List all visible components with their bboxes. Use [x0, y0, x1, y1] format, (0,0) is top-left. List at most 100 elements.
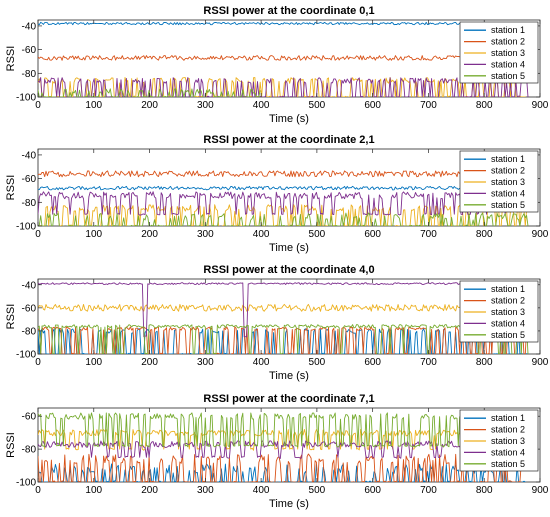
x-tick-label: 300: [197, 229, 214, 240]
series-line-5: [38, 212, 529, 226]
x-tick-label: 600: [364, 100, 381, 111]
x-tick-label: 100: [85, 485, 102, 496]
y-tick-label: -80: [22, 198, 37, 209]
y-tick-label: -80: [22, 326, 37, 337]
x-tick-label: 300: [197, 485, 214, 496]
legend-entry: station 2: [491, 425, 525, 435]
chart-title: RSSI power at the coordinate 4,0: [203, 264, 374, 276]
x-tick-label: 100: [85, 100, 102, 111]
x-tick-label: 800: [476, 100, 493, 111]
legend-entry: station 2: [491, 166, 525, 176]
x-tick-label: 300: [197, 357, 214, 368]
series-lines: [38, 282, 529, 354]
y-axis-label: RSSI: [5, 432, 17, 458]
x-tick-label: 500: [309, 100, 326, 111]
y-tick-label: -40: [22, 21, 37, 32]
legend-entry: station 3: [491, 307, 525, 317]
legend-entry: station 3: [491, 436, 525, 446]
series-line-3: [38, 303, 529, 312]
legend-entry: station 4: [491, 318, 525, 328]
legend-entry: station 2: [491, 37, 525, 47]
x-tick-label: 400: [253, 229, 270, 240]
x-tick-label: 800: [476, 485, 493, 496]
y-tick-label: -40: [22, 280, 37, 291]
legend-entry: station 3: [491, 48, 525, 58]
legend-entry: station 4: [491, 188, 525, 198]
series-line-1: [38, 21, 529, 26]
y-tick-label: -60: [22, 174, 37, 185]
chart-title: RSSI power at the coordinate 7,1: [203, 393, 374, 405]
x-tick-label: 200: [141, 100, 158, 111]
legend-entry: station 1: [491, 154, 525, 164]
chart-panel-3: RSSI power at the coordinate 4,0 -100 -80 -…: [5, 264, 549, 382]
x-tick-label: 100: [85, 229, 102, 240]
x-tick-label: 200: [141, 357, 158, 368]
y-tick-label: -60: [22, 45, 37, 56]
legend-entry: station 1: [491, 413, 525, 423]
x-tick-label: 800: [476, 229, 493, 240]
series-line-5: [38, 88, 261, 97]
x-tick-label: 100: [85, 357, 102, 368]
chart-panel-4: RSSI power at the coordinate 7,1 -100 -80 -…: [5, 393, 549, 510]
series-line-1: [38, 185, 529, 191]
series-line-4: [38, 191, 529, 216]
x-tick-label: 500: [309, 357, 326, 368]
series-line-4: [38, 440, 529, 459]
y-axis-label: RSSI: [5, 175, 17, 201]
x-tick-label: 0: [35, 357, 41, 368]
legend-entry: station 5: [491, 71, 525, 81]
legend-entry: station 4: [491, 59, 525, 69]
legend-entry: station 5: [491, 459, 525, 469]
x-tick-label: 700: [420, 229, 437, 240]
series-line-2: [38, 170, 529, 178]
x-tick-label: 700: [420, 357, 437, 368]
legend-entry: station 3: [491, 177, 525, 187]
x-tick-label: 0: [35, 229, 41, 240]
x-tick-label: 900: [532, 357, 549, 368]
chart-panel-1: RSSI power at the coordinate 0,1 -100 -80 -…: [5, 5, 549, 125]
chart-panel-2: RSSI power at the coordinate 2,1 -100 -80 -…: [5, 134, 549, 254]
x-tick-label: 900: [532, 100, 549, 111]
x-tick-label: 200: [141, 229, 158, 240]
y-axis-label: RSSI: [5, 304, 17, 330]
series-line-4: [38, 282, 529, 338]
x-tick-label: 600: [364, 357, 381, 368]
y-axis-label: RSSI: [5, 46, 17, 72]
y-tick-label: -100: [16, 222, 36, 233]
x-tick-label: 400: [253, 100, 270, 111]
series-line-3: [38, 428, 529, 451]
legend-entry: station 4: [491, 447, 525, 457]
y-tick-label: -80: [22, 445, 37, 456]
x-tick-label: 900: [532, 485, 549, 496]
y-tick-label: -60: [22, 412, 37, 423]
y-tick-label: -40: [22, 150, 37, 161]
x-tick-label: 500: [309, 485, 326, 496]
series-line-5: [38, 324, 529, 354]
legend-entry: station 5: [491, 200, 525, 210]
x-tick-label: 700: [420, 100, 437, 111]
series-line-1: [38, 463, 528, 482]
y-tick-label: -80: [22, 69, 37, 80]
x-tick-label: 300: [197, 100, 214, 111]
x-tick-label: 0: [35, 485, 41, 496]
series-line-2: [38, 55, 529, 61]
legend-entry: station 2: [491, 296, 525, 306]
chart-title: RSSI power at the coordinate 2,1: [203, 134, 374, 146]
x-tick-label: 400: [253, 485, 270, 496]
chart-title: RSSI power at the coordinate 0,1: [203, 5, 374, 17]
x-tick-label: 600: [364, 485, 381, 496]
y-tick-label: -100: [16, 93, 36, 104]
x-tick-label: 700: [420, 485, 437, 496]
x-tick-label: 200: [141, 485, 158, 496]
x-axis-label: Time (s): [269, 242, 309, 254]
legend-entry: station 1: [491, 284, 525, 294]
x-tick-label: 0: [35, 100, 41, 111]
x-tick-label: 900: [532, 229, 549, 240]
series-line-4: [38, 77, 529, 97]
x-axis-label: Time (s): [269, 113, 309, 125]
